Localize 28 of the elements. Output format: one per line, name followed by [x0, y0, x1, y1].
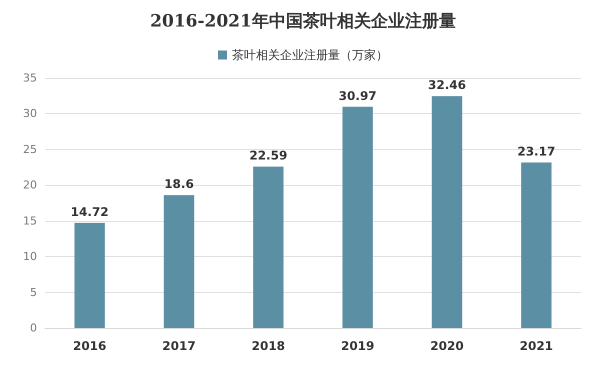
bar: [253, 166, 284, 328]
bar: [521, 162, 552, 328]
x-tick-label: 2017: [162, 339, 196, 353]
x-tick-label: 2018: [252, 339, 286, 353]
y-tick-label: 5: [30, 286, 37, 299]
x-tick-label: 2020: [430, 339, 464, 353]
legend-label: 茶叶相关企业注册量（万家）: [232, 48, 388, 62]
chart-title: 2016-2021年中国茶叶相关企业注册量: [150, 12, 456, 32]
y-tick-label: 20: [23, 178, 37, 192]
y-tick-label: 15: [23, 214, 37, 228]
y-tick-label: 25: [23, 142, 37, 156]
x-tick-label: 2021: [520, 339, 554, 353]
bar: [432, 96, 462, 328]
data-label: 18.6: [164, 177, 194, 192]
y-tick-label: 0: [30, 322, 37, 334]
x-tick-label: 2019: [340, 339, 374, 353]
data-label: 22.59: [249, 148, 288, 163]
bar: [164, 195, 194, 328]
bar: [342, 106, 373, 328]
data-label: 23.17: [517, 144, 556, 158]
bar: [74, 222, 105, 328]
data-label: 30.97: [338, 88, 377, 103]
data-label: 32.46: [428, 78, 466, 92]
x-tick-label: 2016: [72, 339, 106, 353]
y-tick-label: 30: [23, 107, 37, 120]
y-tick-label: 35: [23, 72, 37, 84]
data-label: 14.72: [70, 204, 109, 219]
y-tick-label: 10: [23, 250, 37, 264]
